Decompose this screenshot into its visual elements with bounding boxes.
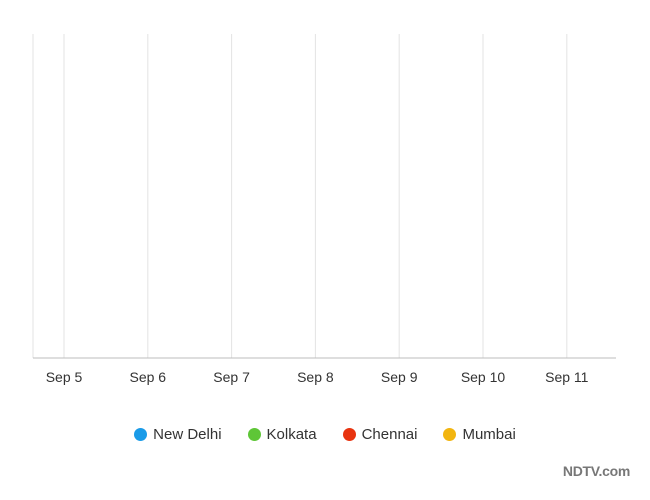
legend-label: Mumbai — [462, 425, 516, 443]
x-tick-label: Sep 6 — [130, 369, 167, 385]
x-tick-label: Sep 7 — [213, 369, 250, 385]
legend-dot-icon — [443, 427, 457, 441]
legend-dot-icon — [134, 427, 148, 441]
chart-legend: New Delhi Kolkata Chennai Mumbai — [0, 423, 650, 445]
x-tick-label: Sep 11 — [545, 369, 589, 385]
brand-logo: NDTV.com — [562, 463, 630, 479]
legend-label: Chennai — [361, 425, 418, 443]
legend-dot-icon — [247, 427, 261, 441]
legend-item: Chennai — [342, 425, 418, 443]
legend-label: Kolkata — [266, 425, 317, 443]
legend-item: Kolkata — [247, 425, 317, 443]
legend-item: New Delhi — [134, 425, 222, 443]
x-tick-label: Sep 8 — [297, 369, 334, 385]
x-tick-label: Sep 10 — [461, 369, 506, 385]
x-tick-label: Sep 9 — [381, 369, 418, 385]
legend-label: New Delhi — [153, 425, 222, 443]
x-tick-label: Sep 5 — [46, 369, 83, 385]
legend-dot-icon — [342, 427, 356, 441]
legend-item: Mumbai — [443, 425, 516, 443]
